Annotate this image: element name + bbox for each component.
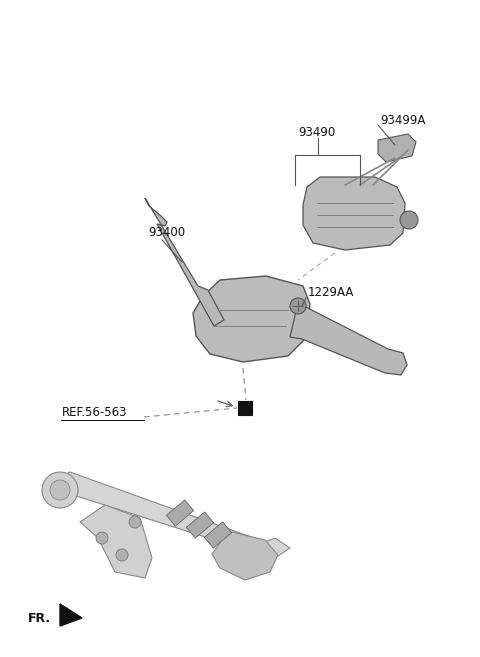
Text: 93490: 93490 [298, 125, 335, 139]
Polygon shape [60, 604, 82, 626]
Polygon shape [52, 472, 290, 558]
Polygon shape [303, 177, 405, 250]
Text: FR.: FR. [28, 612, 51, 625]
Polygon shape [378, 134, 416, 162]
Bar [238, 401, 252, 415]
Polygon shape [166, 500, 194, 526]
Polygon shape [186, 512, 214, 538]
Polygon shape [80, 505, 152, 578]
Text: 1229AA: 1229AA [308, 286, 354, 298]
Circle shape [50, 480, 70, 500]
Text: REF.56-563: REF.56-563 [62, 407, 128, 420]
Text: 93400: 93400 [148, 227, 185, 240]
Circle shape [96, 532, 108, 544]
Polygon shape [193, 276, 310, 362]
Polygon shape [145, 198, 224, 326]
Circle shape [400, 211, 418, 229]
Polygon shape [212, 532, 278, 580]
Circle shape [129, 516, 141, 528]
Circle shape [42, 472, 78, 508]
Polygon shape [290, 303, 407, 375]
Circle shape [290, 298, 306, 314]
Text: 93499A: 93499A [380, 114, 425, 127]
Polygon shape [204, 522, 232, 548]
Circle shape [116, 549, 128, 561]
